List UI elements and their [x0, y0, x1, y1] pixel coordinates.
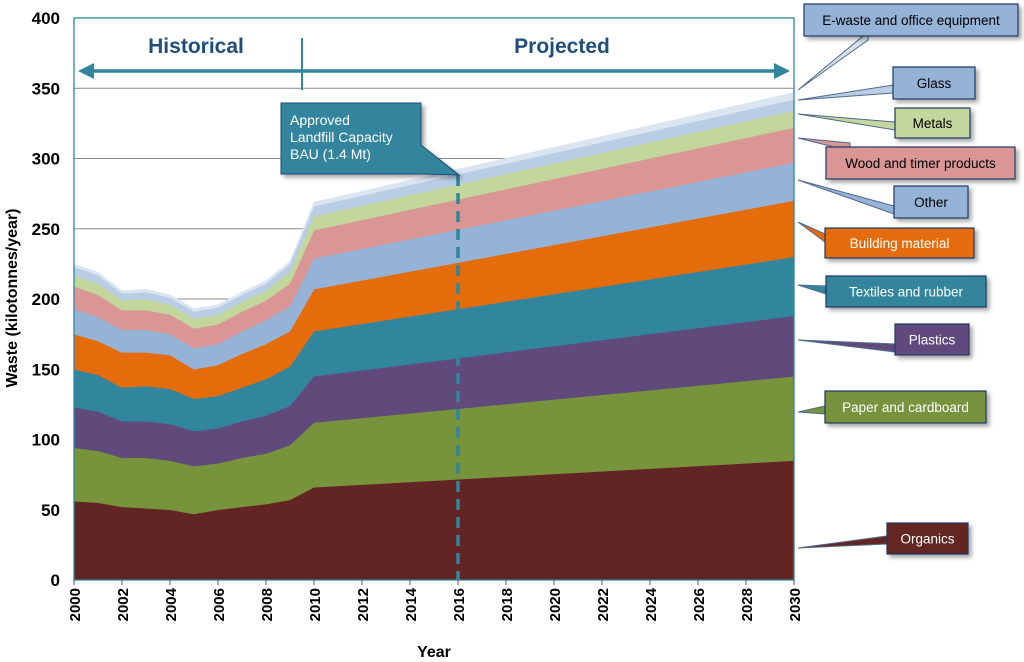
legend-label: Textiles and rubber — [849, 285, 964, 300]
legend-label: Building material — [850, 236, 950, 251]
arrow-head-right — [774, 63, 790, 79]
stacked-areas — [73, 92, 795, 581]
capacity-callout-box — [280, 102, 461, 176]
y-tick-label: 200 — [32, 290, 60, 309]
x-tick-label: 2016 — [451, 588, 468, 621]
callout-pointer — [797, 405, 826, 415]
x-tick-label: 2006 — [211, 588, 228, 621]
y-tick-label: 100 — [32, 431, 60, 450]
callout-box — [894, 323, 970, 356]
callout-box — [893, 185, 969, 219]
legend-label: Wood and timer products — [845, 156, 996, 171]
x-tick-label: 2024 — [643, 587, 660, 621]
x-axis-title: Year — [417, 644, 451, 661]
callout-pointer — [797, 284, 827, 295]
y-tick-label: 150 — [32, 360, 60, 379]
callout-other: Other — [797, 179, 969, 219]
y-tick-label: 350 — [32, 79, 60, 98]
callout-box — [825, 146, 1016, 180]
callout-plastics: Plastics — [797, 323, 970, 356]
callout-glass: Glass — [797, 66, 976, 101]
x-tick-label: 2014 — [403, 587, 420, 621]
callout-pointer — [797, 221, 826, 243]
x-tick-label: 2018 — [499, 588, 516, 621]
axis-ticks: 0 50 100 150 200 250 300 350 400 2000 2002 2004 2006… — [32, 9, 804, 621]
x-tick-label: 2012 — [355, 588, 372, 621]
legend-label: Metals — [913, 116, 953, 131]
projected-label: Projected — [514, 35, 610, 58]
x-tick-label: 2030 — [787, 588, 804, 621]
y-axis-title: Waste (kilotonnes/year) — [4, 208, 21, 387]
callout-textiles-and-rubber: Textiles and rubber — [797, 275, 987, 308]
capacity-callout-text: Approved — [290, 112, 350, 128]
x-tick-label: 2000 — [67, 588, 84, 621]
callout-e-waste-and-office-equipment: E-waste and office equipment — [797, 3, 1019, 91]
y-tick-label: 50 — [41, 501, 60, 520]
x-tick-label: 2020 — [547, 588, 564, 621]
legend-label: E-waste and office equipment — [822, 13, 1000, 28]
y-tick-label: 300 — [32, 150, 60, 169]
x-tick-label: 2010 — [307, 588, 324, 621]
callout-pointer — [797, 30, 869, 91]
historical-label: Historical — [148, 35, 244, 58]
callout-box — [824, 390, 987, 424]
callout-paper-and-cardboard: Paper and cardboard — [797, 390, 987, 424]
callout-pointer — [797, 113, 896, 131]
callout-wood-and-timer-products: Wood and timer products — [797, 137, 1016, 180]
legend-label: Glass — [917, 76, 952, 91]
y-tick-label: 250 — [32, 220, 60, 239]
callout-box — [892, 66, 976, 100]
callout-box — [886, 522, 969, 555]
plot-frame — [73, 17, 795, 581]
x-tick-label: 2028 — [739, 588, 756, 621]
legend-label: Organics — [900, 532, 954, 547]
arrow-head-left — [78, 63, 94, 79]
callout-pointer — [797, 535, 888, 549]
callout-pointer — [797, 179, 895, 215]
callout-metals: Metals — [797, 107, 971, 139]
y-tick-label: 400 — [32, 9, 60, 28]
callout-box — [824, 227, 975, 259]
x-tick-label: 2026 — [691, 588, 708, 621]
legend-label: Other — [914, 195, 948, 210]
legend-label: Plastics — [909, 333, 956, 348]
callout-pointer — [797, 84, 894, 101]
callout-building-material: Building material — [797, 221, 975, 259]
x-tick-label: 2002 — [115, 588, 132, 621]
plot-border — [73, 17, 795, 581]
x-tick-label: 2004 — [163, 587, 180, 621]
x-tick-label: 2008 — [259, 588, 276, 621]
callout-organics: Organics — [797, 522, 969, 555]
callout-box — [803, 3, 1019, 37]
callout-box — [825, 275, 987, 308]
capacity-callout-text: Landfill Capacity — [290, 129, 393, 145]
legend-callouts: E-waste and office equipment Glass Metals W… — [797, 3, 1019, 555]
y-tick-label: 0 — [51, 571, 60, 590]
callout-box — [894, 107, 971, 139]
callout-pointer — [797, 339, 896, 353]
capacity-callout-text: BAU (1.4 Mt) — [290, 146, 371, 162]
x-tick-label: 2022 — [595, 588, 612, 621]
legend-label: Paper and cardboard — [842, 400, 969, 415]
